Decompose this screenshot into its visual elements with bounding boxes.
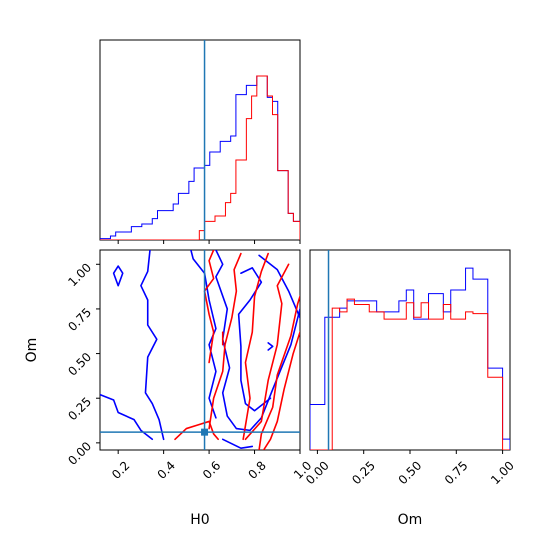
contour-series-0-level-6: [258, 254, 300, 319]
om-axis-label-y: Om: [24, 338, 40, 363]
h0-om-contour-frame: [99, 249, 301, 451]
contour-x-tick-label-0: 0.2: [109, 458, 132, 481]
contour-x-tick-label-2: 0.6: [200, 458, 223, 481]
h0-histogram-series: [100, 75, 300, 240]
contour-y-tick-label-4: 1.00: [65, 261, 94, 290]
hist-om-tick-label-4: 1.00: [488, 458, 517, 487]
om-axis-label-x: Om: [398, 512, 423, 528]
contour-series-1-level-4: [244, 263, 290, 441]
contour-series-0-level-5: [237, 267, 272, 412]
h0-om-contour-ticks: 0.2 0.4 0.6 0.8 1.00.000.250.500.751.00: [65, 261, 314, 482]
contour-series-0-level-8: [267, 342, 274, 351]
contour-y-tick-label-3: 0.75: [65, 305, 94, 334]
h0-om-contour-series: [100, 250, 300, 450]
contour-series-0-level-7: [112, 265, 124, 287]
om-histogram-panel: 0.00 0.25 0.50 0.75 1.00 Om: [303, 249, 517, 528]
contour-series-1-level-3: [242, 252, 269, 441]
contour-series-0-level-3: [221, 438, 254, 450]
contour-series-1-level-1: [208, 252, 242, 430]
om-histogram-frame: [309, 249, 511, 451]
h0-histogram-ticks: [117, 240, 301, 244]
hist_Om-series-1: [310, 298, 510, 450]
contour-y-tick-label-1: 0.25: [65, 394, 94, 423]
contour-series-1-level-0: [174, 420, 219, 441]
contour-series-0-level-2: [190, 250, 217, 419]
h0-om-contour-truth: [100, 250, 300, 450]
h0-histogram-panel: [99, 39, 301, 244]
contour-truth-marker: [201, 428, 209, 436]
contour-series-0-level-1: [140, 250, 165, 441]
contour-y-tick-label-0: 0.00: [65, 439, 94, 468]
contour-x-tick-label-1: 0.4: [155, 458, 178, 481]
contour-y-tick-label-2: 0.50: [65, 350, 94, 379]
contour-series-1-level-5: [258, 295, 300, 450]
hist_Om-series-0: [310, 267, 510, 450]
contour-x-tick-label-3: 0.8: [245, 458, 268, 481]
hist_H0-series-0: [100, 75, 300, 240]
hist-om-tick-label-3: 0.75: [442, 458, 471, 487]
contour-series-0-level-4: [215, 250, 300, 432]
h0-om-contour-panel: 0.2 0.4 0.6 0.8 1.00.000.250.500.751.00 H0 O…: [24, 249, 314, 528]
contour-series-1-level-6: [262, 331, 300, 450]
om-histogram-series: [310, 267, 510, 450]
om-histogram-ticks: 0.00 0.25 0.50 0.75 1.00: [303, 450, 517, 487]
hist_H0-series-1: [100, 75, 300, 240]
h0-axis-label: H0: [190, 512, 209, 528]
h0-histogram-frame: [99, 39, 301, 241]
hist-om-tick-label-1: 0.25: [349, 458, 378, 487]
hist-om-tick-label-2: 0.50: [396, 458, 425, 487]
